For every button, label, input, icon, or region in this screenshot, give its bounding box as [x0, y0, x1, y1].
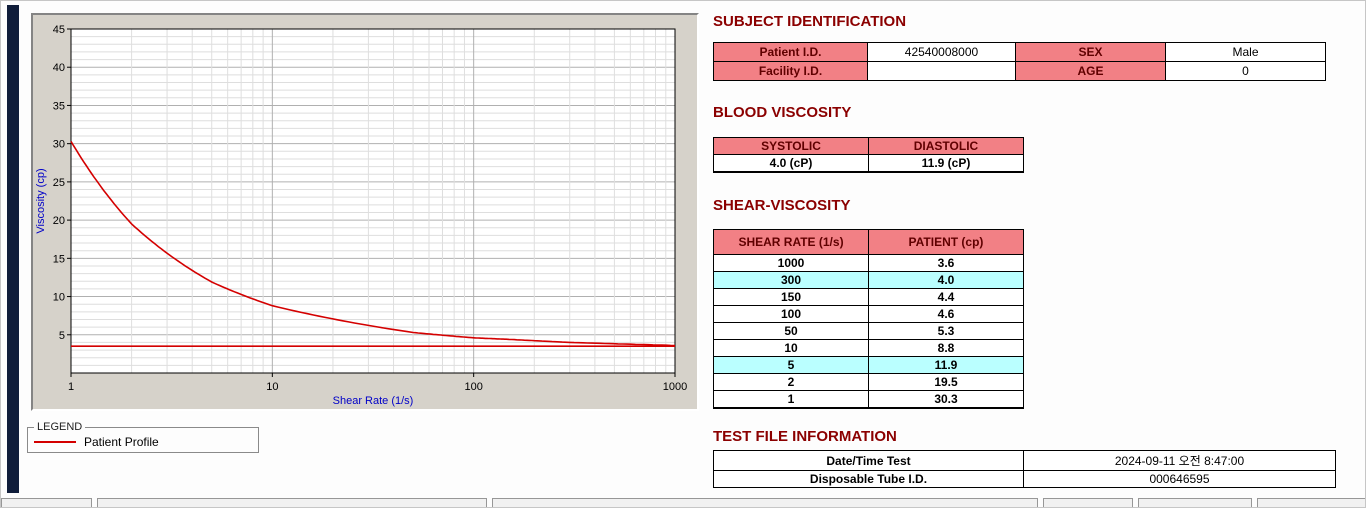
patient-viscosity-cell: 5.3	[868, 322, 1024, 340]
svg-text:Viscosity (cp): Viscosity (cp)	[35, 168, 47, 233]
patient-viscosity-cell: 8.8	[868, 339, 1024, 357]
date-time-value: 2024-09-11 오전 8:47:00	[1023, 450, 1336, 471]
legend-entry: Patient Profile	[34, 435, 252, 449]
shear-rate-header: SHEAR RATE (1/s)	[713, 229, 869, 255]
shear-rate-cell: 5	[713, 356, 869, 374]
svg-text:10: 10	[266, 381, 278, 393]
subject-identification-table: Patient I.D. 42540008000 SEX Male Facili…	[713, 42, 1326, 81]
shear-row: 150 4.4	[713, 288, 1024, 306]
facility-id-label: Facility I.D.	[713, 61, 868, 81]
diastolic-header: DIASTOLIC	[868, 137, 1024, 155]
test-file-row: Disposable Tube I.D. 000646595	[713, 470, 1336, 488]
svg-text:15: 15	[53, 253, 65, 265]
patient-viscosity-cell: 4.4	[868, 288, 1024, 306]
shear-viscosity-table: SHEAR RATE (1/s) PATIENT (cp) 1000 3.6 300…	[713, 229, 1024, 409]
svg-text:40: 40	[53, 62, 65, 74]
shear-row: 5 11.9	[713, 356, 1024, 374]
svg-text:1: 1	[68, 381, 74, 393]
shear-rate-cell: 300	[713, 271, 869, 289]
blood-viscosity-table: SYSTOLIC DIASTOLIC 4.0 (cP) 11.9 (cP)	[713, 137, 1024, 173]
blood-value-row: 4.0 (cP) 11.9 (cP)	[713, 154, 1024, 173]
shear-viscosity-heading: SHEAR-VISCOSITY	[713, 197, 851, 214]
subject-row: Patient I.D. 42540008000 SEX Male	[713, 42, 1326, 62]
tube-id-value: 000646595	[1023, 470, 1336, 488]
bottom-toolbar-button[interactable]	[97, 498, 487, 507]
bottom-toolbar-button[interactable]	[1257, 498, 1365, 507]
blood-header-row: SYSTOLIC DIASTOLIC	[713, 137, 1024, 155]
shear-header-row: SHEAR RATE (1/s) PATIENT (cp)	[713, 229, 1024, 255]
svg-text:25: 25	[53, 177, 65, 189]
sex-label: SEX	[1015, 42, 1166, 62]
svg-text:1000: 1000	[663, 381, 687, 393]
svg-text:20: 20	[53, 215, 65, 227]
subject-identification-heading: SUBJECT IDENTIFICATION	[713, 13, 907, 30]
patient-viscosity-cell: 4.0	[868, 271, 1024, 289]
svg-text:Shear Rate (1/s): Shear Rate (1/s)	[333, 395, 414, 407]
bottom-toolbar-button[interactable]	[492, 498, 1038, 507]
legend-title: LEGEND	[37, 421, 83, 433]
systolic-value: 4.0 (cP)	[713, 154, 869, 173]
systolic-header: SYSTOLIC	[713, 137, 869, 155]
diastolic-value: 11.9 (cP)	[868, 154, 1024, 173]
viscosity-chart: 5 10 15 20 25 30 35 40 45 1 10 100 1000 Shear Rate (1…	[35, 24, 687, 407]
bottom-toolbar-button[interactable]	[1043, 498, 1133, 507]
svg-text:100: 100	[464, 381, 482, 393]
window-edge-strip	[7, 5, 19, 493]
shear-row: 2 19.5	[713, 373, 1024, 391]
patient-cp-header: PATIENT (cp)	[868, 229, 1024, 255]
shear-row: 1000 3.6	[713, 254, 1024, 272]
patient-viscosity-cell: 19.5	[868, 373, 1024, 391]
facility-id-value	[867, 61, 1016, 81]
shear-rate-cell: 150	[713, 288, 869, 306]
shear-rate-cell: 1	[713, 390, 869, 409]
test-file-row: Date/Time Test 2024-09-11 오전 8:47:00	[713, 450, 1336, 471]
shear-row: 1 30.3	[713, 390, 1024, 409]
legend-line-sample	[34, 441, 76, 443]
svg-text:45: 45	[53, 24, 65, 36]
svg-text:5: 5	[59, 330, 65, 342]
test-file-heading: TEST FILE INFORMATION	[713, 428, 897, 445]
shear-rate-cell: 10	[713, 339, 869, 357]
age-value: 0	[1165, 61, 1326, 81]
patient-id-label: Patient I.D.	[713, 42, 868, 62]
patient-viscosity-cell: 30.3	[868, 390, 1024, 409]
tube-id-label: Disposable Tube I.D.	[713, 470, 1024, 488]
viscosity-chart-panel: 5 10 15 20 25 30 35 40 45 1 10 100 1000 Shear Rate (1…	[31, 13, 699, 411]
shear-row: 10 8.8	[713, 339, 1024, 357]
bottom-toolbar-button[interactable]	[1, 498, 92, 507]
shear-row: 300 4.0	[713, 271, 1024, 289]
shear-rate-cell: 50	[713, 322, 869, 340]
date-time-label: Date/Time Test	[713, 450, 1024, 471]
test-file-table: Date/Time Test 2024-09-11 오전 8:47:00 Dis…	[713, 450, 1336, 488]
legend-entry-label: Patient Profile	[84, 435, 159, 449]
sex-value: Male	[1165, 42, 1326, 62]
bottom-toolbar-button[interactable]	[1138, 498, 1252, 507]
subject-row: Facility I.D. AGE 0	[713, 61, 1326, 81]
shear-rate-cell: 1000	[713, 254, 869, 272]
shear-rate-cell: 2	[713, 373, 869, 391]
shear-rate-cell: 100	[713, 305, 869, 323]
patient-viscosity-cell: 3.6	[868, 254, 1024, 272]
shear-table-body: 1000 3.6 300 4.0 150 4.4 100 4.6 50 5.3 10 8.8 5 11.9…	[713, 254, 1024, 409]
svg-text:10: 10	[53, 292, 65, 304]
blood-viscosity-heading: BLOOD VISCOSITY	[713, 104, 852, 121]
svg-text:35: 35	[53, 100, 65, 112]
shear-row: 50 5.3	[713, 322, 1024, 340]
age-label: AGE	[1015, 61, 1166, 81]
patient-viscosity-cell: 11.9	[868, 356, 1024, 374]
legend-box: LEGEND Patient Profile	[27, 421, 259, 453]
patient-id-value: 42540008000	[867, 42, 1016, 62]
patient-viscosity-cell: 4.6	[868, 305, 1024, 323]
svg-text:30: 30	[53, 139, 65, 151]
shear-row: 100 4.6	[713, 305, 1024, 323]
